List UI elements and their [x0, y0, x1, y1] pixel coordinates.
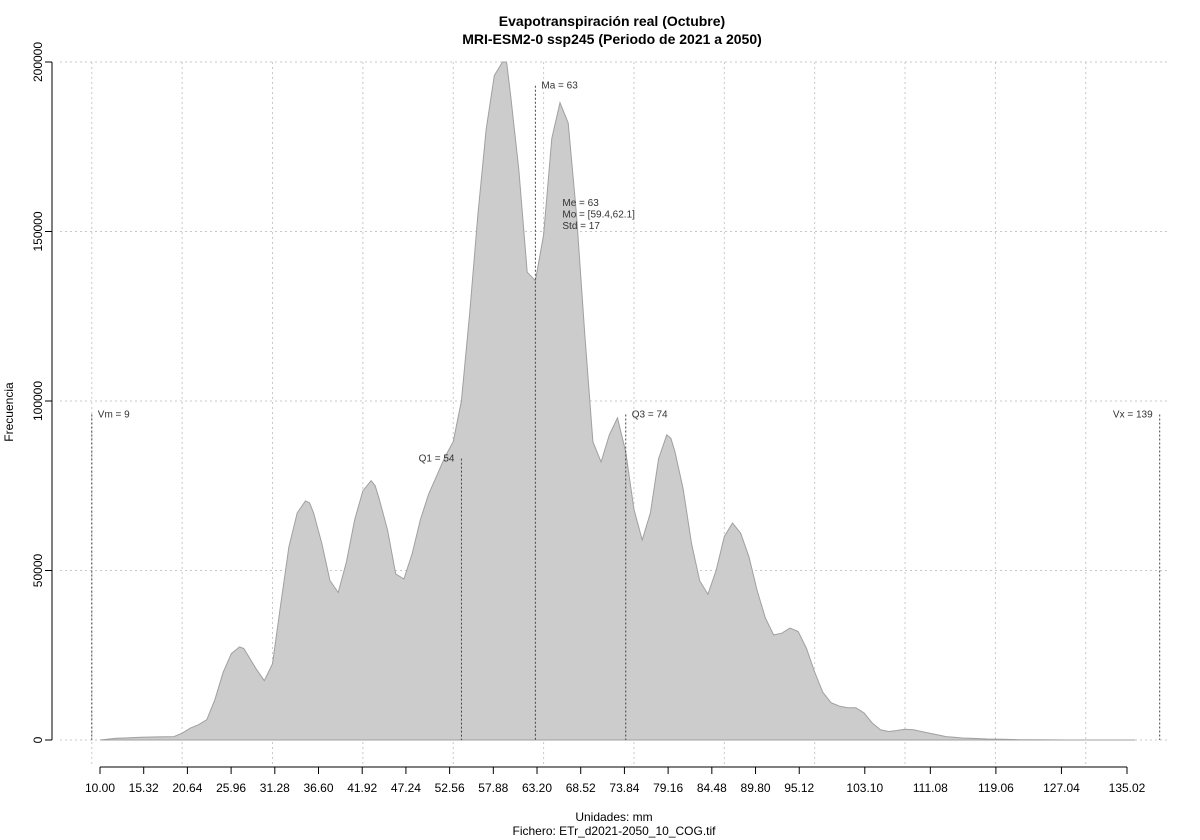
x-axis: 10.00 15.32 20.64 25.96 31.28 36.60 41.92 47.24… [85, 766, 1146, 795]
x-tick-label: 89.80 [741, 781, 771, 795]
chart-title: Evapotranspiración real (Octubre) [499, 13, 725, 29]
x-tick-label: 41.92 [347, 781, 377, 795]
x-tick-label: 25.96 [216, 781, 246, 795]
x-tick-label: 111.08 [913, 781, 948, 795]
y-tick-label: 100000 [31, 381, 45, 421]
x-tick-label: 57.88 [478, 781, 508, 795]
x-tick-label: 36.60 [303, 781, 333, 795]
y-axis-label: Frecuencia [2, 382, 16, 442]
annotation-label: Q3 = 74 [632, 410, 668, 421]
file-caption: Fichero: ETr_d2021-2050_10_COG.tif [513, 824, 717, 838]
x-tick-label: 20.64 [172, 781, 202, 795]
y-tick-label: 150000 [31, 211, 45, 251]
y-tick-label: 50000 [31, 553, 45, 587]
x-tick-label: 15.32 [129, 781, 159, 795]
x-tick-label: 135.02 [1109, 781, 1146, 795]
x-tick-label: 68.52 [566, 781, 596, 795]
stat-lines [91, 85, 1161, 740]
x-tick-label: 10.00 [85, 781, 115, 795]
y-axis: 0 50000 100000 150000 200000 [31, 42, 53, 743]
x-tick-label: 73.84 [609, 781, 639, 795]
x-tick-label: 79.16 [653, 781, 683, 795]
annotation-label: Ma = 63 [541, 81, 578, 92]
x-tick-label: 127.04 [1043, 781, 1080, 795]
x-tick-label: 52.56 [435, 781, 465, 795]
annotation-label: Vx = 139 [1113, 410, 1153, 421]
stats-text: Std = 17 [562, 221, 600, 232]
x-tick-label: 95.12 [784, 781, 814, 795]
annotation-label: Vm = 9 [98, 410, 130, 421]
density-area [99, 61, 1136, 741]
x-tick-label: 119.06 [978, 781, 1014, 795]
stats-text: Me = 63 [562, 198, 599, 209]
x-tick-label: 47.24 [391, 781, 421, 795]
x-tick-label: 63.20 [522, 781, 552, 795]
stats-text: Mo = [59.4,62.1] [562, 210, 635, 221]
annotation-label: Q1 = 54 [419, 454, 455, 465]
x-tick-label: 84.48 [697, 781, 727, 795]
density-area-path [99, 61, 1136, 741]
annotations: Vm = 9 Q1 = 54 Ma = 63 Q3 = 74 Vx = 139 [98, 81, 1153, 465]
x-axis-label: Unidades: mm [575, 810, 652, 824]
x-tick-label: 31.28 [260, 781, 290, 795]
y-tick-label: 200000 [31, 42, 45, 82]
chart-subtitle: MRI-ESM2-0 ssp245 (Periodo de 2021 a 205… [462, 31, 762, 47]
y-tick-label: 0 [31, 736, 45, 743]
x-tick-label: 103.10 [846, 781, 883, 795]
